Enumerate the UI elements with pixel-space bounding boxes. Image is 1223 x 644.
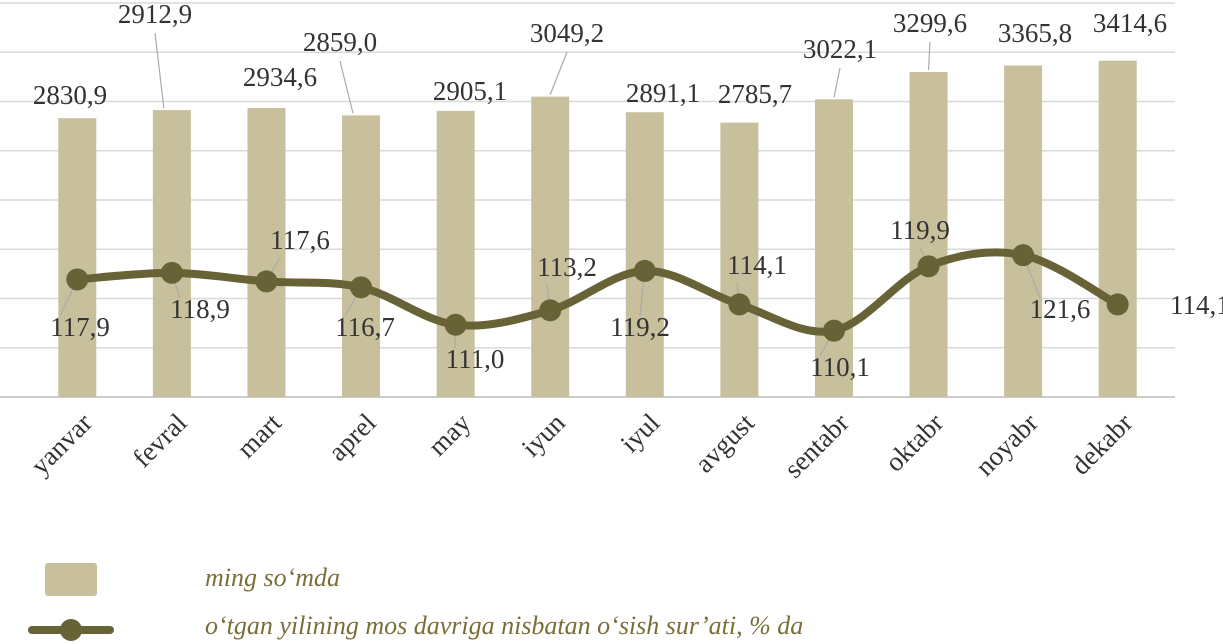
legend-swatch-bar bbox=[45, 563, 97, 596]
x-tick-label: iyun bbox=[516, 407, 572, 463]
bar bbox=[58, 118, 97, 398]
leader-line bbox=[833, 67, 841, 98]
x-tick-label: fevral bbox=[127, 407, 193, 473]
data-label: 2785,7 bbox=[718, 79, 792, 109]
data-label: 3365,8 bbox=[998, 18, 1072, 48]
data-label: 119,9 bbox=[890, 215, 950, 245]
bar bbox=[814, 99, 853, 397]
bar bbox=[152, 110, 191, 398]
bar bbox=[1098, 60, 1137, 398]
marker bbox=[66, 268, 89, 291]
data-label: 114,1 bbox=[727, 250, 787, 280]
marker bbox=[350, 276, 373, 299]
legend-label: ming so‘mda bbox=[205, 563, 340, 592]
x-tick-label: mart bbox=[231, 407, 288, 464]
data-label: 118,9 bbox=[170, 294, 230, 324]
marker bbox=[1106, 293, 1129, 316]
x-tick-label: sentabr bbox=[778, 407, 854, 483]
data-label: 114,1 bbox=[1170, 290, 1223, 320]
x-tick-label: oktabr bbox=[879, 407, 949, 477]
legend-swatch-marker bbox=[60, 619, 82, 641]
data-label: 2905,1 bbox=[433, 76, 507, 106]
x-tick-label: dekabr bbox=[1065, 407, 1138, 480]
x-tick-label: noyabr bbox=[970, 407, 1044, 481]
data-label: 3299,6 bbox=[893, 8, 967, 38]
data-label: 3022,1 bbox=[803, 34, 877, 64]
marker bbox=[822, 319, 845, 342]
leader-line bbox=[339, 60, 354, 114]
data-label: 110,1 bbox=[810, 352, 870, 382]
leader-line bbox=[154, 32, 165, 109]
data-label: 117,9 bbox=[50, 312, 110, 342]
data-label: 3049,2 bbox=[530, 18, 604, 48]
bar bbox=[720, 122, 759, 397]
bar bbox=[909, 71, 948, 397]
leader-line bbox=[927, 41, 931, 71]
marker bbox=[728, 293, 751, 316]
data-label: 116,7 bbox=[335, 312, 395, 342]
bar bbox=[625, 112, 664, 397]
marker bbox=[917, 255, 940, 278]
marker bbox=[444, 313, 467, 336]
data-label: 119,2 bbox=[610, 312, 670, 342]
bar bbox=[531, 96, 570, 397]
line bbox=[77, 248, 1120, 336]
bar bbox=[247, 107, 286, 398]
x-tick-label: yanvar bbox=[25, 407, 98, 480]
data-label: 2912,9 bbox=[118, 0, 192, 29]
data-label: 3414,6 bbox=[1093, 8, 1167, 38]
leader-line bbox=[549, 51, 568, 95]
bar bbox=[342, 115, 381, 398]
x-tick-label: iyul bbox=[614, 407, 665, 458]
bar bbox=[436, 110, 475, 397]
marker bbox=[633, 259, 656, 282]
marker bbox=[539, 299, 562, 322]
legend-label: o‘tgan yilining mos davriga nisbatan o‘s… bbox=[205, 611, 803, 640]
data-label: 121,6 bbox=[1030, 294, 1091, 324]
data-label: 113,2 bbox=[537, 252, 597, 282]
data-label: 111,0 bbox=[446, 344, 505, 374]
bar bbox=[1004, 65, 1043, 398]
x-tick-label: avgust bbox=[689, 407, 760, 478]
data-label: 2934,6 bbox=[243, 62, 317, 92]
x-tick-label: may bbox=[422, 407, 476, 461]
marker bbox=[255, 270, 278, 293]
data-label: 2859,0 bbox=[303, 27, 377, 57]
data-label: 117,6 bbox=[270, 225, 330, 255]
data-label: 2830,9 bbox=[33, 80, 107, 110]
data-label: 2891,1 bbox=[626, 78, 700, 108]
x-tick-label: aprel bbox=[322, 407, 381, 466]
marker bbox=[1012, 244, 1035, 267]
marker bbox=[160, 261, 183, 284]
